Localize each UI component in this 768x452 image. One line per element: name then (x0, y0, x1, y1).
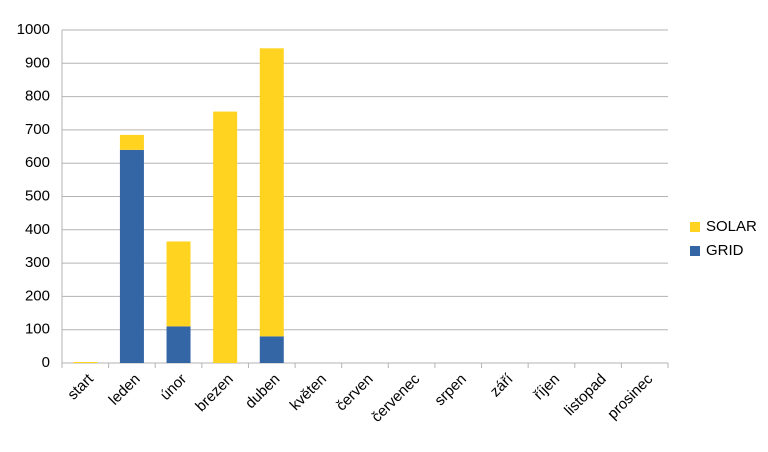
y-tick-label: 400 (25, 221, 50, 238)
y-tick-label: 500 (25, 187, 50, 204)
x-tick-label: listopad (561, 371, 610, 420)
y-tick-label: 900 (25, 54, 50, 71)
bar-segment (213, 111, 238, 364)
legend-swatch (690, 246, 700, 256)
bar-segment (259, 336, 284, 363)
y-tick-label: 1000 (17, 21, 50, 38)
x-tick-label: říjen (530, 371, 563, 404)
bar-segment (259, 48, 284, 337)
bar-segment (166, 326, 191, 363)
y-tick-label: 0 (42, 354, 50, 371)
x-tick-label: prosinec (604, 370, 656, 422)
bar-segment (119, 134, 144, 150)
y-tick-label: 100 (25, 321, 50, 338)
y-tick-label: 600 (25, 154, 50, 171)
y-tick-label: 700 (25, 121, 50, 138)
bar-segment (119, 149, 144, 363)
x-tick-label: srpen (431, 371, 470, 410)
bar-segment (166, 241, 191, 327)
x-tick-label: červen (333, 371, 377, 415)
legend-label: SOLAR (706, 218, 757, 235)
legend-swatch (690, 222, 700, 232)
x-tick-label: brezen (192, 371, 236, 415)
x-tick-label: září (487, 370, 517, 400)
bar-segment (73, 362, 98, 363)
y-tick-label: 200 (25, 287, 50, 304)
y-tick-label: 800 (25, 88, 50, 105)
x-tick-label: start (64, 370, 97, 403)
x-tick-label: červenec (368, 370, 423, 425)
legend-label: GRID (706, 242, 744, 259)
x-tick-label: leden (106, 371, 144, 409)
y-tick-label: 300 (25, 254, 50, 271)
x-tick-label: květen (287, 371, 330, 414)
x-tick-label: únor (157, 371, 190, 404)
x-tick-label: duben (242, 371, 284, 413)
